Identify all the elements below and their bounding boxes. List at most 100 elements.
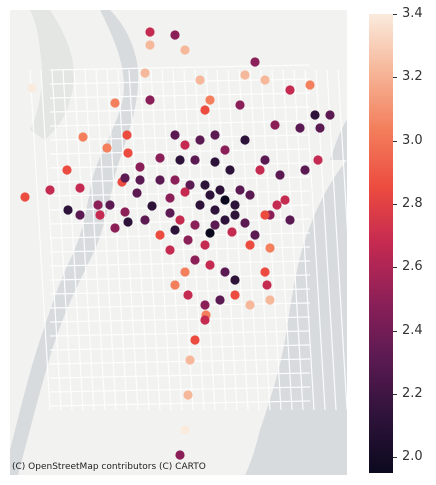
data-point[interactable]: [195, 135, 205, 145]
data-point[interactable]: [105, 200, 115, 210]
data-point[interactable]: [140, 215, 150, 225]
data-point[interactable]: [210, 157, 220, 167]
data-point[interactable]: [285, 215, 295, 225]
data-point[interactable]: [230, 275, 240, 285]
data-point[interactable]: [260, 210, 270, 220]
data-point[interactable]: [145, 95, 155, 105]
data-point[interactable]: [240, 135, 250, 145]
data-point[interactable]: [190, 155, 200, 165]
data-point[interactable]: [165, 208, 175, 218]
data-point[interactable]: [62, 165, 72, 175]
data-point[interactable]: [240, 70, 250, 80]
data-point[interactable]: [170, 175, 180, 185]
data-point[interactable]: [145, 40, 155, 50]
data-point[interactable]: [185, 355, 195, 365]
data-point[interactable]: [140, 68, 150, 78]
data-point[interactable]: [110, 98, 120, 108]
data-point[interactable]: [205, 260, 215, 270]
data-point[interactable]: [230, 210, 240, 220]
data-point[interactable]: [190, 220, 200, 230]
data-point[interactable]: [180, 187, 190, 197]
data-point[interactable]: [63, 205, 73, 215]
data-point[interactable]: [250, 230, 260, 240]
data-point[interactable]: [175, 450, 185, 460]
data-point[interactable]: [180, 425, 190, 435]
data-point[interactable]: [280, 195, 290, 205]
data-point[interactable]: [230, 200, 240, 210]
data-point[interactable]: [235, 185, 245, 195]
data-point[interactable]: [45, 185, 55, 195]
data-point[interactable]: [185, 180, 195, 190]
data-point[interactable]: [230, 290, 240, 300]
data-point[interactable]: [27, 83, 37, 93]
data-point[interactable]: [180, 45, 190, 55]
data-point[interactable]: [175, 215, 185, 225]
data-point[interactable]: [220, 267, 230, 277]
data-point[interactable]: [200, 315, 210, 325]
data-point[interactable]: [78, 132, 88, 142]
data-point[interactable]: [265, 243, 275, 253]
data-point[interactable]: [205, 190, 215, 200]
data-point[interactable]: [285, 85, 295, 95]
data-point[interactable]: [200, 105, 210, 115]
data-point[interactable]: [93, 200, 103, 210]
data-point[interactable]: [227, 227, 237, 237]
data-point[interactable]: [305, 80, 315, 90]
data-point[interactable]: [75, 210, 85, 220]
map-canvas[interactable]: (C) OpenStreetMap contributors (C) CARTO: [10, 10, 347, 475]
data-point[interactable]: [205, 228, 215, 238]
data-point[interactable]: [165, 193, 175, 203]
data-point[interactable]: [123, 148, 133, 158]
data-point[interactable]: [120, 173, 130, 183]
data-point[interactable]: [215, 185, 225, 195]
data-point[interactable]: [180, 267, 190, 277]
data-point[interactable]: [265, 295, 275, 305]
data-point[interactable]: [190, 335, 200, 345]
data-point[interactable]: [183, 390, 193, 400]
data-point[interactable]: [132, 188, 142, 198]
data-point[interactable]: [190, 255, 200, 265]
data-point[interactable]: [235, 100, 245, 110]
data-point[interactable]: [120, 207, 130, 217]
data-point[interactable]: [170, 280, 180, 290]
data-point[interactable]: [220, 215, 230, 225]
data-point[interactable]: [95, 210, 105, 220]
data-point[interactable]: [20, 192, 30, 202]
data-point[interactable]: [135, 162, 145, 172]
data-point[interactable]: [170, 225, 180, 235]
data-point[interactable]: [300, 165, 310, 175]
data-point[interactable]: [200, 180, 210, 190]
data-point[interactable]: [313, 155, 323, 165]
data-point[interactable]: [135, 175, 145, 185]
data-point[interactable]: [310, 110, 320, 120]
data-point[interactable]: [260, 267, 270, 277]
data-point[interactable]: [260, 155, 270, 165]
data-point[interactable]: [220, 145, 230, 155]
data-point[interactable]: [315, 123, 325, 133]
data-point[interactable]: [195, 75, 205, 85]
data-point[interactable]: [245, 240, 255, 250]
data-point[interactable]: [210, 220, 220, 230]
data-point[interactable]: [210, 130, 220, 140]
data-point[interactable]: [325, 110, 335, 120]
data-point[interactable]: [245, 300, 255, 310]
data-point[interactable]: [183, 235, 193, 245]
data-point[interactable]: [145, 27, 155, 37]
data-point[interactable]: [183, 290, 193, 300]
data-point[interactable]: [155, 153, 165, 163]
data-point[interactable]: [250, 57, 260, 67]
data-point[interactable]: [110, 223, 120, 233]
data-point[interactable]: [210, 205, 220, 215]
data-point[interactable]: [170, 30, 180, 40]
data-point[interactable]: [165, 245, 175, 255]
data-point[interactable]: [295, 123, 305, 133]
data-point[interactable]: [180, 140, 190, 150]
data-point[interactable]: [262, 280, 272, 290]
data-point[interactable]: [225, 165, 235, 175]
data-point[interactable]: [75, 183, 85, 193]
data-point[interactable]: [240, 218, 250, 228]
data-point[interactable]: [122, 130, 132, 140]
data-point[interactable]: [147, 201, 157, 211]
data-point[interactable]: [220, 195, 230, 205]
data-point[interactable]: [175, 155, 185, 165]
